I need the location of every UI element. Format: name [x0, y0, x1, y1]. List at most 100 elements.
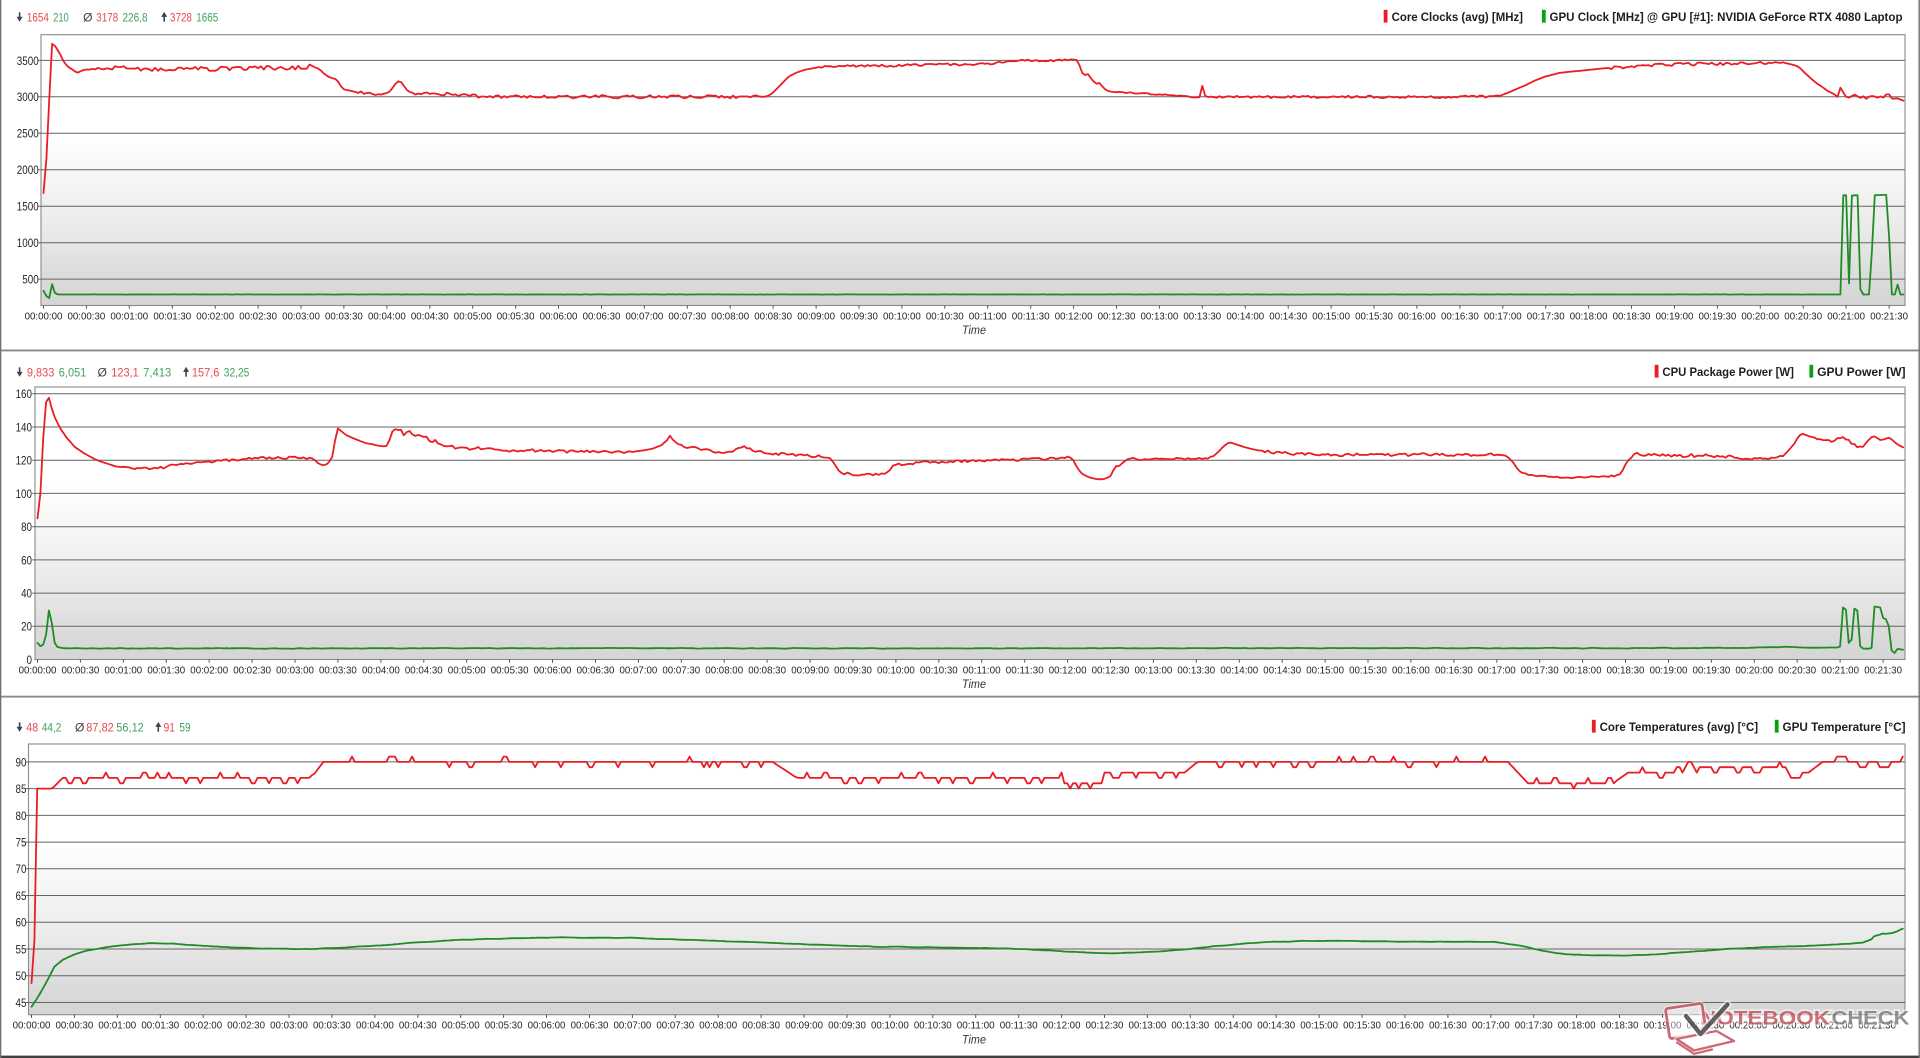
svg-text:00:05:30: 00:05:30 [485, 1020, 523, 1032]
svg-text:CHECK: CHECK [1832, 1008, 1910, 1030]
svg-text:00:13:30: 00:13:30 [1183, 311, 1221, 323]
svg-text:44,2: 44,2 [42, 720, 62, 734]
svg-text:55: 55 [16, 942, 27, 956]
svg-text:00:11:30: 00:11:30 [1012, 311, 1050, 323]
svg-text:CHECK: CHECK [1832, 1008, 1910, 1030]
svg-text:00:18:00: 00:18:00 [1564, 665, 1602, 677]
svg-text:00:14:30: 00:14:30 [1263, 665, 1301, 677]
svg-text:00:04:00: 00:04:00 [368, 311, 406, 323]
svg-text:56,12: 56,12 [116, 720, 144, 734]
svg-text:00:17:30: 00:17:30 [1521, 665, 1559, 677]
svg-text:91: 91 [164, 720, 176, 734]
svg-text:00:06:30: 00:06:30 [583, 311, 621, 323]
svg-text:00:12:00: 00:12:00 [1043, 1020, 1081, 1032]
svg-text:00:19:00: 00:19:00 [1644, 1020, 1682, 1032]
svg-text:7,413: 7,413 [143, 365, 171, 379]
svg-text:00:21:30: 00:21:30 [1864, 665, 1902, 677]
svg-text:00:00:30: 00:00:30 [56, 1020, 94, 1032]
svg-text:2000: 2000 [17, 163, 39, 177]
svg-text:00:07:30: 00:07:30 [662, 665, 700, 677]
svg-text:00:10:30: 00:10:30 [914, 1020, 952, 1032]
svg-text:160: 160 [16, 387, 33, 401]
svg-text:60: 60 [21, 553, 32, 567]
svg-text:Core Temperatures (avg) [°C]: Core Temperatures (avg) [°C] [1600, 720, 1759, 734]
svg-text:00:18:30: 00:18:30 [1607, 665, 1645, 677]
svg-text:00:13:30: 00:13:30 [1177, 665, 1215, 677]
svg-text:50: 50 [16, 969, 27, 983]
svg-text:GPU Temperature [°C]: GPU Temperature [°C] [1783, 720, 1906, 734]
svg-text:00:08:30: 00:08:30 [742, 1020, 780, 1032]
svg-text:00:21:30: 00:21:30 [1870, 311, 1908, 323]
svg-text:00:05:30: 00:05:30 [497, 311, 535, 323]
svg-text:00:08:00: 00:08:00 [705, 665, 743, 677]
svg-text:00:20:00: 00:20:00 [1735, 665, 1773, 677]
svg-text:00:03:00: 00:03:00 [270, 1020, 308, 1032]
svg-text:00:10:30: 00:10:30 [926, 311, 964, 323]
svg-text:00:03:30: 00:03:30 [319, 665, 357, 677]
svg-text:00:17:00: 00:17:00 [1484, 311, 1522, 323]
svg-text:60: 60 [16, 916, 27, 930]
svg-text:Time: Time [962, 679, 986, 691]
svg-text:00:08:30: 00:08:30 [748, 665, 786, 677]
svg-text:00:21:00: 00:21:00 [1821, 665, 1859, 677]
svg-text:00:08:00: 00:08:00 [699, 1020, 737, 1032]
svg-text:6,051: 6,051 [59, 365, 87, 379]
svg-text:00:09:30: 00:09:30 [834, 665, 872, 677]
svg-text:00:16:00: 00:16:00 [1386, 1020, 1424, 1032]
svg-text:00:02:00: 00:02:00 [196, 311, 234, 323]
svg-text:65: 65 [16, 889, 27, 903]
svg-text:00:12:00: 00:12:00 [1049, 665, 1087, 677]
svg-text:3178: 3178 [96, 10, 118, 24]
svg-text:1500: 1500 [17, 200, 39, 214]
svg-text:00:14:30: 00:14:30 [1269, 311, 1307, 323]
svg-text:00:19:00: 00:19:00 [1656, 311, 1694, 323]
svg-text:00:12:00: 00:12:00 [1055, 311, 1093, 323]
svg-text:80: 80 [16, 809, 27, 823]
svg-text:00:18:30: 00:18:30 [1613, 311, 1651, 323]
svg-text:00:16:30: 00:16:30 [1441, 311, 1479, 323]
svg-text:00:20:30: 00:20:30 [1778, 665, 1816, 677]
svg-text:00:04:00: 00:04:00 [362, 665, 400, 677]
svg-text:9,833: 9,833 [27, 365, 55, 379]
svg-text:00:07:30: 00:07:30 [656, 1020, 694, 1032]
svg-text:00:08:30: 00:08:30 [754, 311, 792, 323]
svg-text:140: 140 [16, 420, 33, 434]
svg-text:00:05:00: 00:05:00 [454, 311, 492, 323]
svg-text:00:06:00: 00:06:00 [534, 665, 572, 677]
svg-text:00:02:00: 00:02:00 [184, 1020, 222, 1032]
svg-text:NOTEBOOK: NOTEBOOK [1700, 1008, 1830, 1030]
svg-text:00:16:30: 00:16:30 [1435, 665, 1473, 677]
svg-text:00:12:30: 00:12:30 [1092, 665, 1130, 677]
svg-text:00:02:30: 00:02:30 [227, 1020, 265, 1032]
svg-text:00:07:30: 00:07:30 [668, 311, 706, 323]
svg-text:00:02:30: 00:02:30 [239, 311, 277, 323]
svg-text:00:15:30: 00:15:30 [1355, 311, 1393, 323]
svg-text:1665: 1665 [196, 10, 218, 24]
svg-text:00:17:30: 00:17:30 [1527, 311, 1565, 323]
svg-text:20: 20 [21, 620, 32, 634]
svg-text:00:13:30: 00:13:30 [1171, 1020, 1209, 1032]
svg-text:00:00:00: 00:00:00 [25, 311, 63, 323]
svg-text:00:21:00: 00:21:00 [1827, 311, 1865, 323]
svg-text:00:15:00: 00:15:00 [1312, 311, 1350, 323]
svg-text:3000: 3000 [17, 90, 39, 104]
svg-text:85: 85 [16, 782, 27, 796]
svg-text:2500: 2500 [17, 127, 39, 141]
svg-text:00:02:00: 00:02:00 [190, 665, 228, 677]
svg-text:00:05:00: 00:05:00 [442, 1020, 480, 1032]
svg-text:00:14:00: 00:14:00 [1214, 1020, 1252, 1032]
svg-text:00:00:30: 00:00:30 [68, 311, 106, 323]
svg-text:Time: Time [962, 325, 986, 337]
svg-text:00:16:00: 00:16:00 [1392, 665, 1430, 677]
svg-text:GPU Power [W]: GPU Power [W] [1817, 365, 1906, 379]
svg-text:0: 0 [27, 653, 33, 667]
svg-text:00:05:30: 00:05:30 [491, 665, 529, 677]
svg-text:00:07:00: 00:07:00 [626, 311, 664, 323]
svg-text:00:17:30: 00:17:30 [1515, 1020, 1553, 1032]
svg-text:00:21:00: 00:21:00 [1815, 1020, 1853, 1032]
svg-text:00:07:00: 00:07:00 [614, 1020, 652, 1032]
svg-text:00:11:00: 00:11:00 [963, 665, 1001, 677]
svg-text:00:06:00: 00:06:00 [540, 311, 578, 323]
svg-text:00:20:00: 00:20:00 [1741, 311, 1779, 323]
svg-text:00:03:30: 00:03:30 [325, 311, 363, 323]
